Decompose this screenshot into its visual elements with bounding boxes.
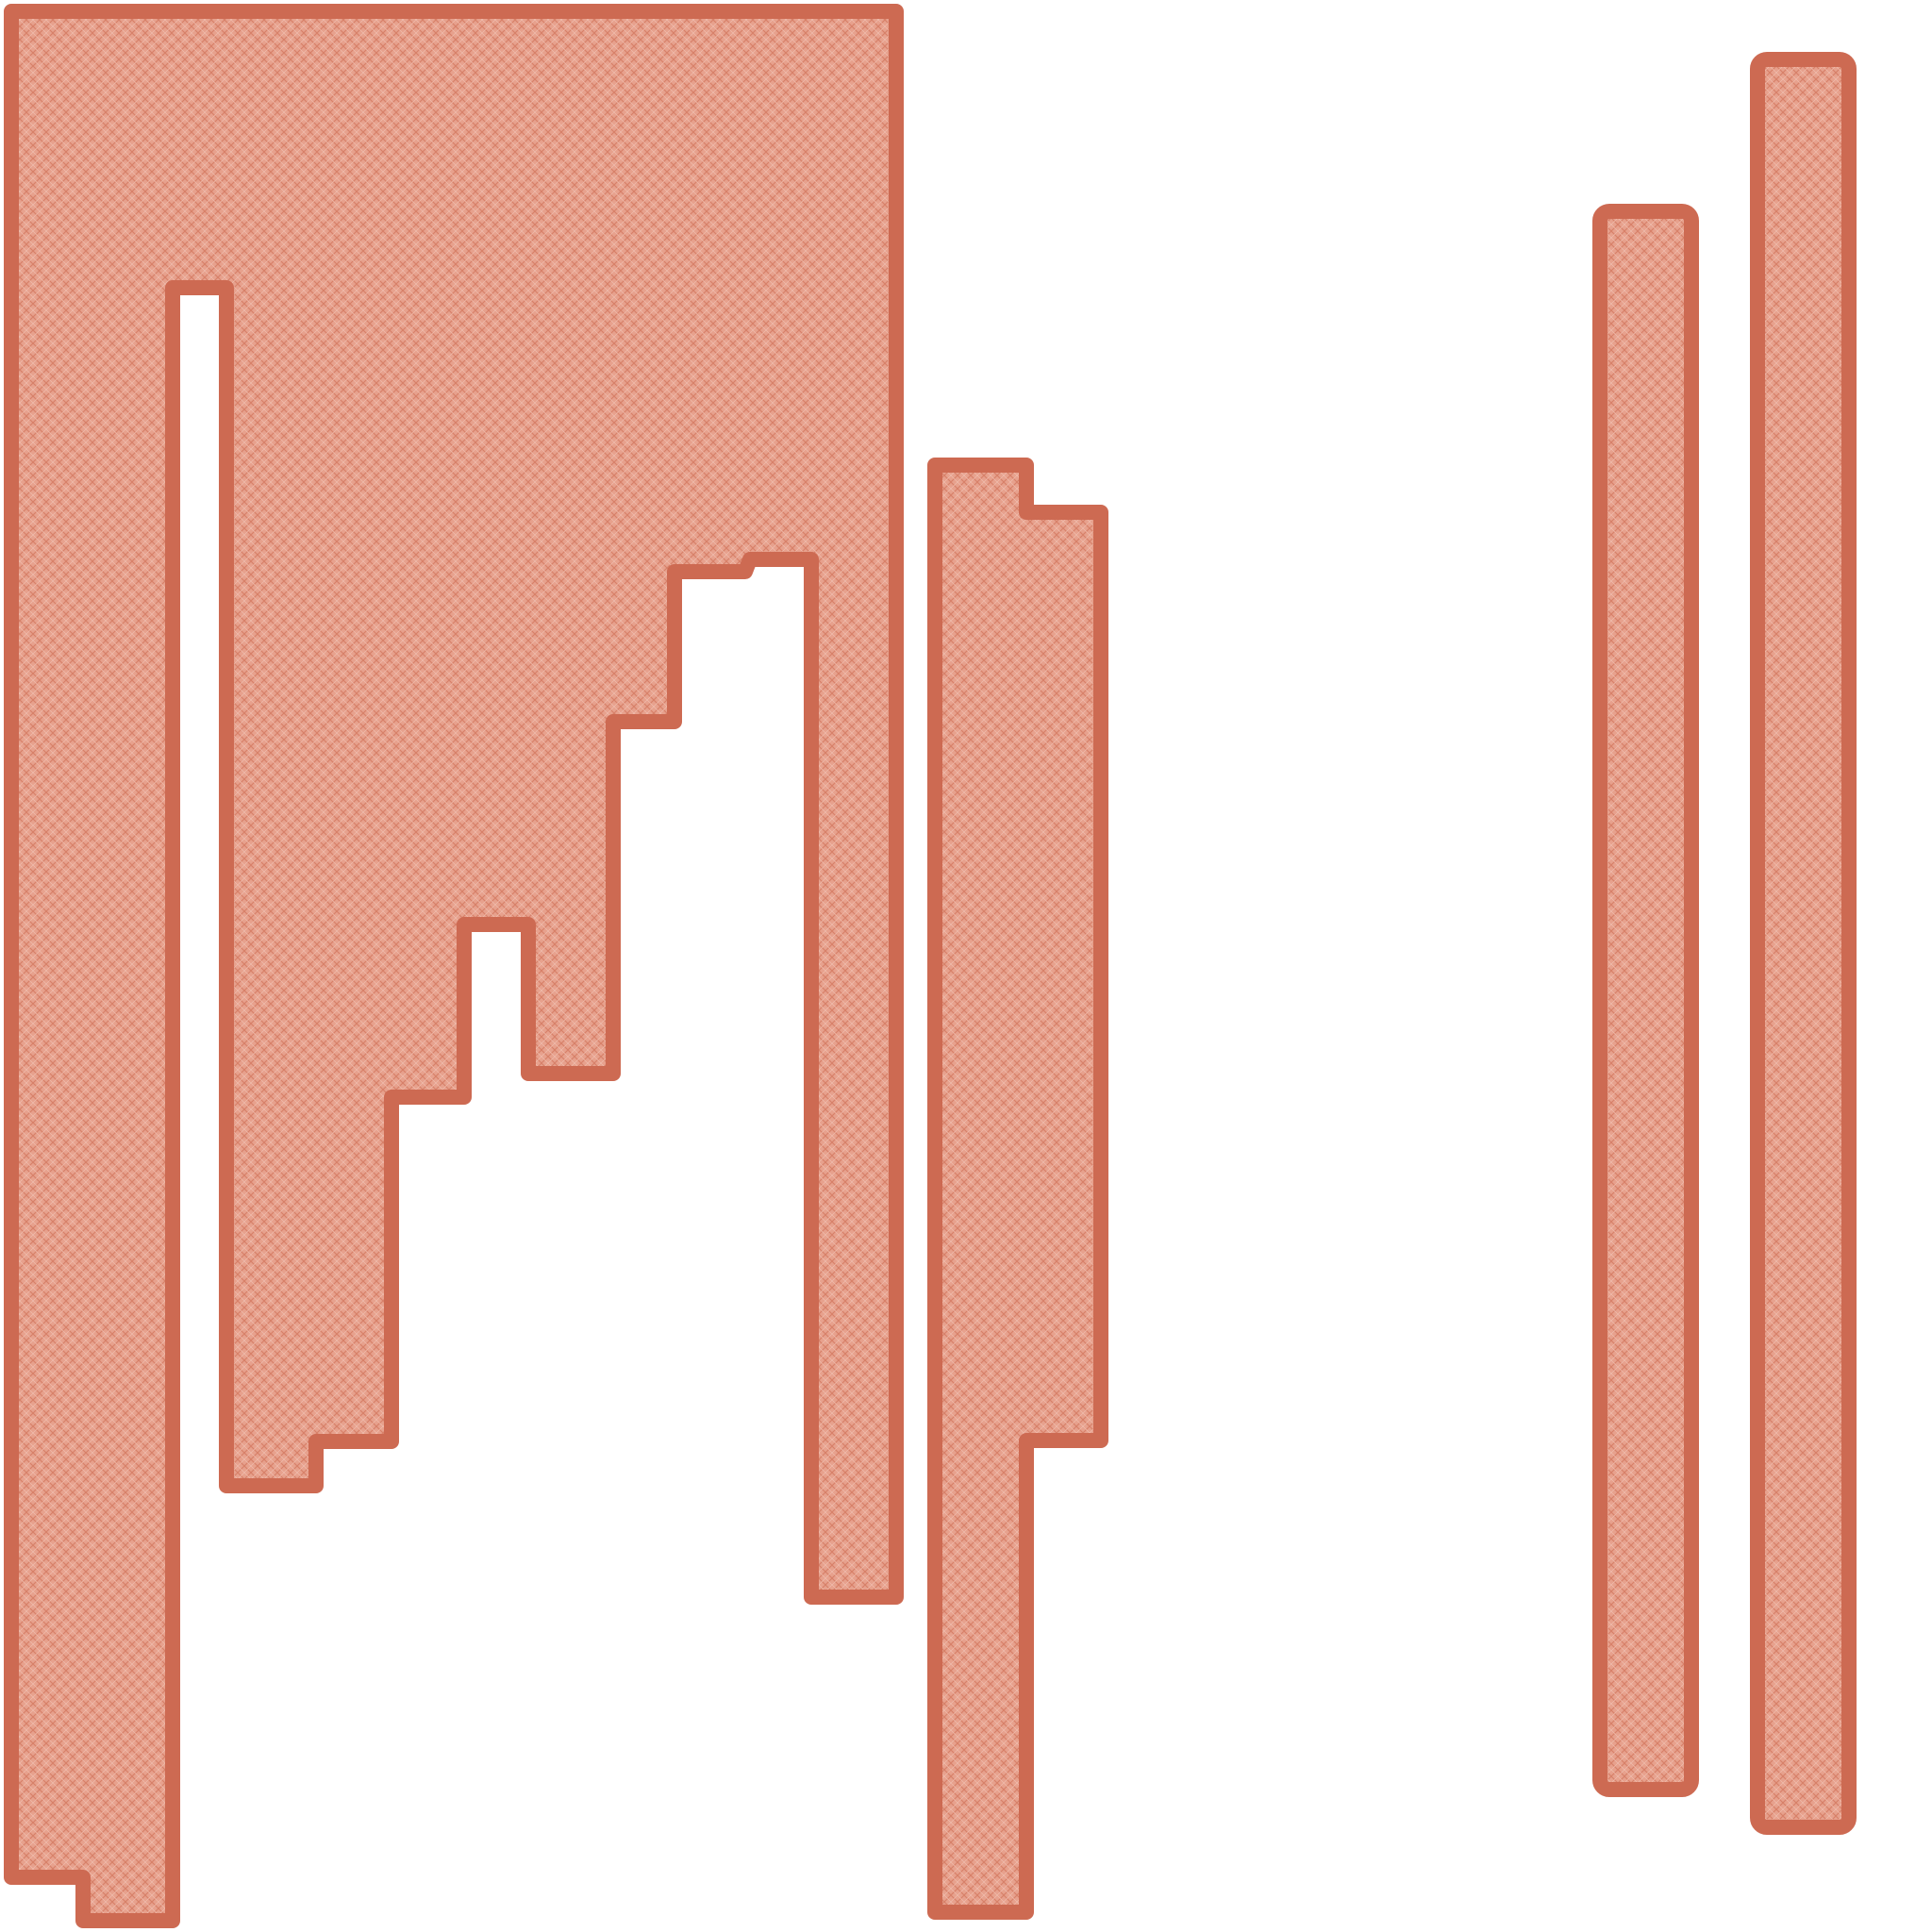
large-stepped-block <box>4 4 904 1928</box>
right-bar-2 <box>1750 52 1857 1835</box>
middle-tall-column <box>927 458 1108 1920</box>
right-bar-1 <box>1592 204 1699 1797</box>
